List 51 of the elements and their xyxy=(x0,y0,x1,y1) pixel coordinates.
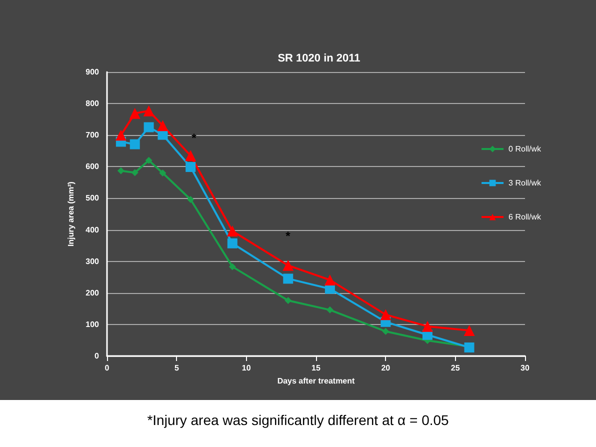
point xyxy=(186,162,196,172)
point xyxy=(283,274,294,284)
point xyxy=(282,260,294,271)
y-tick-label: 200 xyxy=(86,288,100,298)
point xyxy=(422,320,433,332)
point xyxy=(145,156,152,164)
point xyxy=(159,169,166,176)
x-axis-title: Days after treatment xyxy=(277,376,356,386)
point xyxy=(130,139,140,150)
point xyxy=(380,309,392,320)
x-tick-label: 5 xyxy=(174,364,180,372)
point xyxy=(326,306,334,314)
point xyxy=(143,105,154,116)
point xyxy=(144,122,154,132)
point xyxy=(187,196,194,203)
y-tick-label: 900 xyxy=(86,68,100,76)
y-tick-label: 500 xyxy=(86,194,100,203)
point xyxy=(185,150,196,162)
legend-label: 6 Roll/wk xyxy=(508,212,542,222)
point xyxy=(382,328,390,335)
point xyxy=(117,167,124,174)
x-tick-label: 20 xyxy=(381,364,391,372)
y-tick-label: 400 xyxy=(86,225,100,234)
y-axis-title: Injury area (mm²) xyxy=(66,181,76,246)
legend-label: 3 Roll/wk xyxy=(508,178,542,188)
y-tick-label: 600 xyxy=(86,162,100,172)
point xyxy=(131,169,138,176)
point xyxy=(115,130,126,141)
y-tick-label: 300 xyxy=(86,256,100,266)
legend-label: 0 Roll/wk xyxy=(508,144,542,154)
point xyxy=(324,274,336,286)
x-tick-label: 25 xyxy=(450,364,460,372)
y-tick-label: 100 xyxy=(86,320,100,329)
point xyxy=(129,108,140,119)
x-tick-label: 30 xyxy=(520,364,530,372)
y-tick-label: 800 xyxy=(86,99,100,108)
y-tick-label: 0 xyxy=(94,352,100,360)
point xyxy=(228,263,236,270)
x-tick-label: 10 xyxy=(242,364,252,372)
x-tick-label: 0 xyxy=(104,364,110,372)
point xyxy=(227,238,238,248)
point xyxy=(157,120,168,132)
point xyxy=(464,324,475,336)
point xyxy=(226,226,238,237)
x-tick-label: 15 xyxy=(312,364,321,372)
annotation: * xyxy=(286,229,291,243)
text: *Injury area was significantly different at α = 0.05 xyxy=(147,412,450,428)
point xyxy=(158,130,168,140)
chart-title: SR 1020 in 2011 xyxy=(278,52,360,64)
point xyxy=(284,296,292,304)
y-tick-label: 700 xyxy=(86,130,100,140)
